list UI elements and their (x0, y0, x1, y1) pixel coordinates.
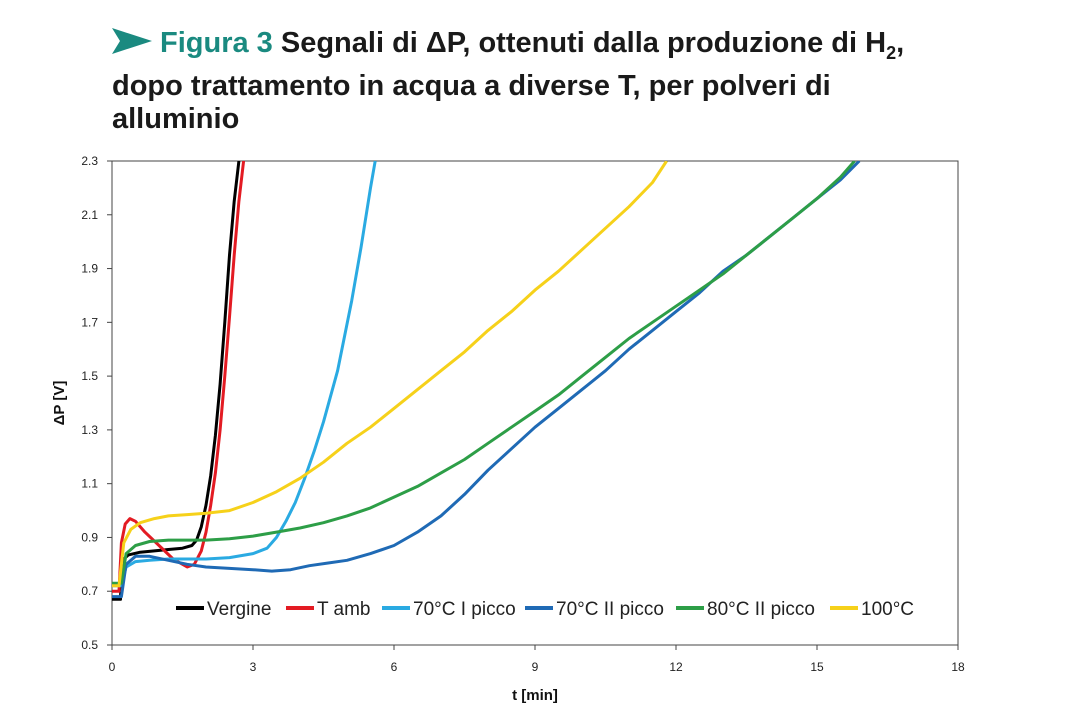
x-tick-label: 9 (532, 660, 539, 674)
x-tick-label: 6 (391, 660, 398, 674)
series-line-0 (112, 161, 241, 601)
title-subscript: 2 (886, 42, 897, 63)
series-line-5 (112, 161, 668, 588)
y-axis-label: ΔP [V] (51, 381, 68, 426)
series-line-4 (112, 161, 856, 585)
figure-title-line2: dopo trattamento in acqua a diverse T, p… (112, 69, 831, 102)
legend-label: 80°C II picco (707, 599, 815, 620)
title-part1: Segnali di ΔP, ottenuti dalla produzione… (280, 27, 887, 59)
y-tick-label: 1.7 (81, 315, 98, 329)
figure-title-line3: alluminio (112, 102, 240, 135)
y-tick-label: 0.5 (81, 638, 98, 652)
y-tick-label: 1.1 (81, 477, 98, 491)
legend-label: T amb (317, 599, 371, 620)
x-axis-label: t [min] (512, 687, 558, 704)
y-tick-label: 2.3 (81, 154, 98, 168)
series-line-3 (112, 161, 861, 599)
x-tick-label: 3 (250, 660, 257, 674)
y-tick-label: 2.1 (81, 208, 98, 222)
y-tick-label: 0.9 (81, 530, 98, 544)
x-tick-label: 15 (810, 660, 824, 674)
x-axis-ticks: 0 3 6 9 12 15 18 (109, 645, 965, 674)
legend-label: Vergine (207, 599, 271, 620)
y-tick-label: 1.3 (81, 423, 98, 437)
series-line-1 (112, 161, 246, 593)
y-tick-label: 0.7 (81, 584, 98, 598)
legend-label: 70°C II picco (556, 599, 664, 620)
y-tick-label: 1.9 (81, 262, 98, 276)
x-tick-label: 18 (951, 660, 965, 674)
plot-frame (111, 160, 959, 646)
arrow-right-icon (112, 28, 152, 54)
y-tick-label: 1.5 (81, 369, 98, 383)
series-line-2 (112, 161, 377, 588)
x-tick-label: 0 (109, 660, 116, 674)
legend: Vergine T amb 70°C I picco 70°C II picco 80°… (176, 599, 914, 620)
y-axis-ticks: 0.5 0.7 0.9 1.1 1.3 1.5 1.7 1.9 2.1 2.3 (81, 154, 112, 652)
series-lines (112, 161, 861, 601)
figure-caption: Figura 3 Segnali di ΔP, ottenuti dalla p… (112, 26, 1042, 136)
title-part2: , (896, 27, 905, 59)
legend-label: 100°C (861, 599, 914, 620)
figure-label: Figura 3 (160, 27, 273, 59)
x-tick-label: 12 (669, 660, 683, 674)
figure-title-line1: Segnali di ΔP, ottenuti dalla produzione… (280, 27, 905, 63)
legend-label: 70°C I picco (413, 599, 516, 620)
